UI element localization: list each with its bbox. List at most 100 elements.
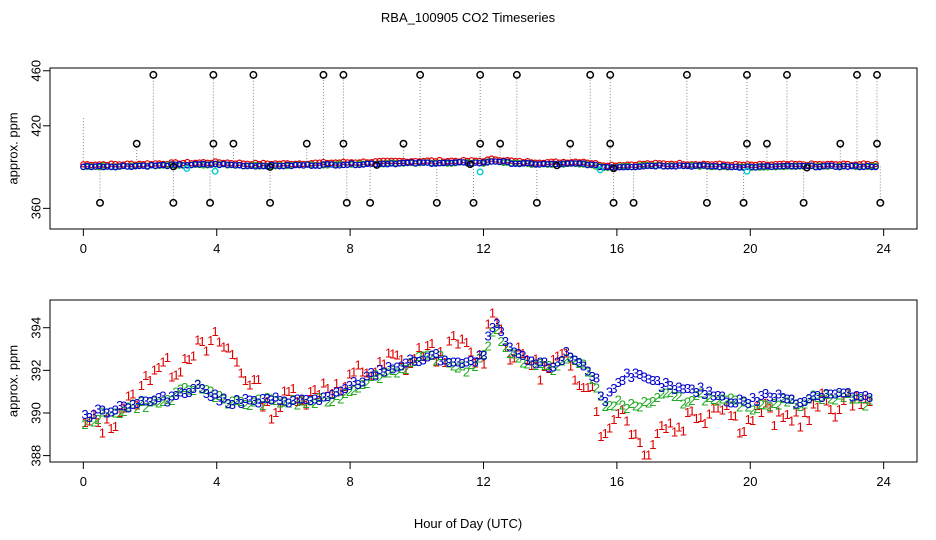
series-3-point: 3 bbox=[849, 389, 856, 404]
series-3-point bbox=[148, 162, 155, 169]
series-2-point: 2 bbox=[294, 398, 301, 413]
series-1-point: 1 bbox=[480, 357, 487, 372]
series-1-point: 1 bbox=[805, 413, 812, 428]
x-tick-label: 16 bbox=[610, 241, 624, 256]
series-2-point: 2 bbox=[849, 391, 856, 406]
series-3-point bbox=[632, 163, 639, 171]
series-3-point bbox=[540, 160, 547, 168]
series-3-point: 3 bbox=[90, 407, 97, 422]
series-3-point: 3 bbox=[745, 396, 752, 411]
series-3-point bbox=[840, 162, 847, 170]
series-2-point: 2 bbox=[355, 380, 362, 395]
series-1-point: 1 bbox=[541, 359, 548, 374]
series-1-point: 1 bbox=[142, 368, 149, 383]
spike-marker bbox=[532, 198, 541, 207]
series-1-point: 1 bbox=[411, 351, 418, 366]
series-3-point: 3 bbox=[207, 389, 214, 404]
series-2-point: 2 bbox=[563, 351, 570, 366]
series-2-point: 2 bbox=[172, 385, 179, 400]
series-2-point: 2 bbox=[502, 340, 509, 355]
series-3-point: 3 bbox=[532, 357, 539, 372]
series-3-point: 3 bbox=[411, 354, 418, 369]
series-3-point bbox=[128, 163, 135, 171]
series-2-point: 2 bbox=[814, 390, 821, 405]
series-1-point: 1 bbox=[446, 333, 453, 348]
series-3-point bbox=[584, 161, 591, 169]
series-1-point: 1 bbox=[103, 411, 110, 426]
series-3-point bbox=[460, 159, 467, 166]
series-3-point bbox=[452, 159, 459, 166]
series-1-point: 1 bbox=[779, 410, 786, 425]
series-1-point: 1 bbox=[498, 321, 505, 336]
series-3-point bbox=[784, 162, 791, 169]
series-1-point: 1 bbox=[454, 336, 461, 351]
series-1-point: 1 bbox=[714, 401, 721, 416]
series-3-point bbox=[144, 163, 151, 170]
series-3-point: 3 bbox=[836, 385, 843, 400]
series-2-point: 2 bbox=[623, 401, 630, 416]
series-3-point bbox=[568, 160, 575, 167]
series-3-point bbox=[248, 162, 255, 170]
series-1-point: 1 bbox=[129, 387, 136, 402]
series-1-point: 1 bbox=[463, 335, 470, 350]
series-1-point: 1 bbox=[671, 424, 678, 439]
series-3-point: 3 bbox=[467, 353, 474, 368]
series-3-point bbox=[160, 161, 167, 169]
series-1-point: 1 bbox=[792, 404, 799, 419]
series-3-point bbox=[308, 162, 315, 169]
series-3-point: 3 bbox=[190, 381, 197, 396]
series-2-point: 2 bbox=[489, 324, 496, 339]
series-3-point bbox=[780, 162, 787, 170]
spike-marker bbox=[432, 198, 441, 207]
series-3-point bbox=[388, 160, 395, 167]
series-2-point: 2 bbox=[420, 349, 427, 364]
series-3-point bbox=[788, 162, 795, 170]
series-1-point: 1 bbox=[749, 413, 756, 428]
series-2-point: 2 bbox=[532, 358, 539, 373]
series-3-point: 3 bbox=[801, 394, 808, 409]
spike-marker bbox=[206, 198, 215, 207]
series-1-point: 1 bbox=[831, 410, 838, 425]
spike-marker bbox=[302, 139, 311, 148]
series-1-point: 1 bbox=[485, 317, 492, 332]
flagged-point bbox=[743, 167, 751, 175]
series-2-point: 2 bbox=[207, 384, 214, 399]
series-1-point: 1 bbox=[597, 429, 604, 444]
series-3-point bbox=[312, 162, 319, 169]
series-1-point: 1 bbox=[567, 358, 574, 373]
series-2-point: 2 bbox=[727, 391, 734, 406]
series-3-point: 3 bbox=[472, 355, 479, 370]
chart-title: RBA_100905 CO2 Timeseries bbox=[381, 10, 556, 25]
flagged-point bbox=[183, 164, 191, 172]
series-1-point: 1 bbox=[563, 346, 570, 361]
series-2-point: 2 bbox=[667, 385, 674, 400]
series-3-point: 3 bbox=[246, 393, 253, 408]
series-3-point bbox=[192, 160, 199, 168]
series-2-point: 2 bbox=[658, 386, 665, 401]
series-2-point: 2 bbox=[289, 392, 296, 407]
series-3-point: 3 bbox=[454, 354, 461, 369]
series-1-point: 1 bbox=[801, 405, 808, 420]
series-3-point: 3 bbox=[337, 384, 344, 399]
series-3-point bbox=[776, 163, 783, 170]
series-1-point: 1 bbox=[545, 361, 552, 376]
series-3-point: 3 bbox=[372, 369, 379, 384]
series-1-point: 1 bbox=[727, 408, 734, 423]
series-2-point: 2 bbox=[151, 393, 158, 408]
series-2-point: 2 bbox=[762, 398, 769, 413]
series-3-point bbox=[352, 161, 359, 169]
series-3-point: 3 bbox=[359, 374, 366, 389]
series-2-point: 2 bbox=[649, 394, 656, 409]
series-3-point: 3 bbox=[376, 362, 383, 377]
spike-marker bbox=[799, 198, 808, 207]
series-3-point: 3 bbox=[216, 394, 223, 409]
series-1-point: 1 bbox=[177, 365, 184, 380]
series-1-point: 1 bbox=[90, 406, 97, 421]
series-1-point: 1 bbox=[853, 388, 860, 403]
series-3-point bbox=[832, 163, 839, 170]
series-2-point: 2 bbox=[146, 395, 153, 410]
x-tick-label: 16 bbox=[610, 474, 624, 489]
series-3-point: 3 bbox=[792, 396, 799, 411]
series-1-point: 1 bbox=[706, 407, 713, 422]
series-3-point: 3 bbox=[159, 389, 166, 404]
